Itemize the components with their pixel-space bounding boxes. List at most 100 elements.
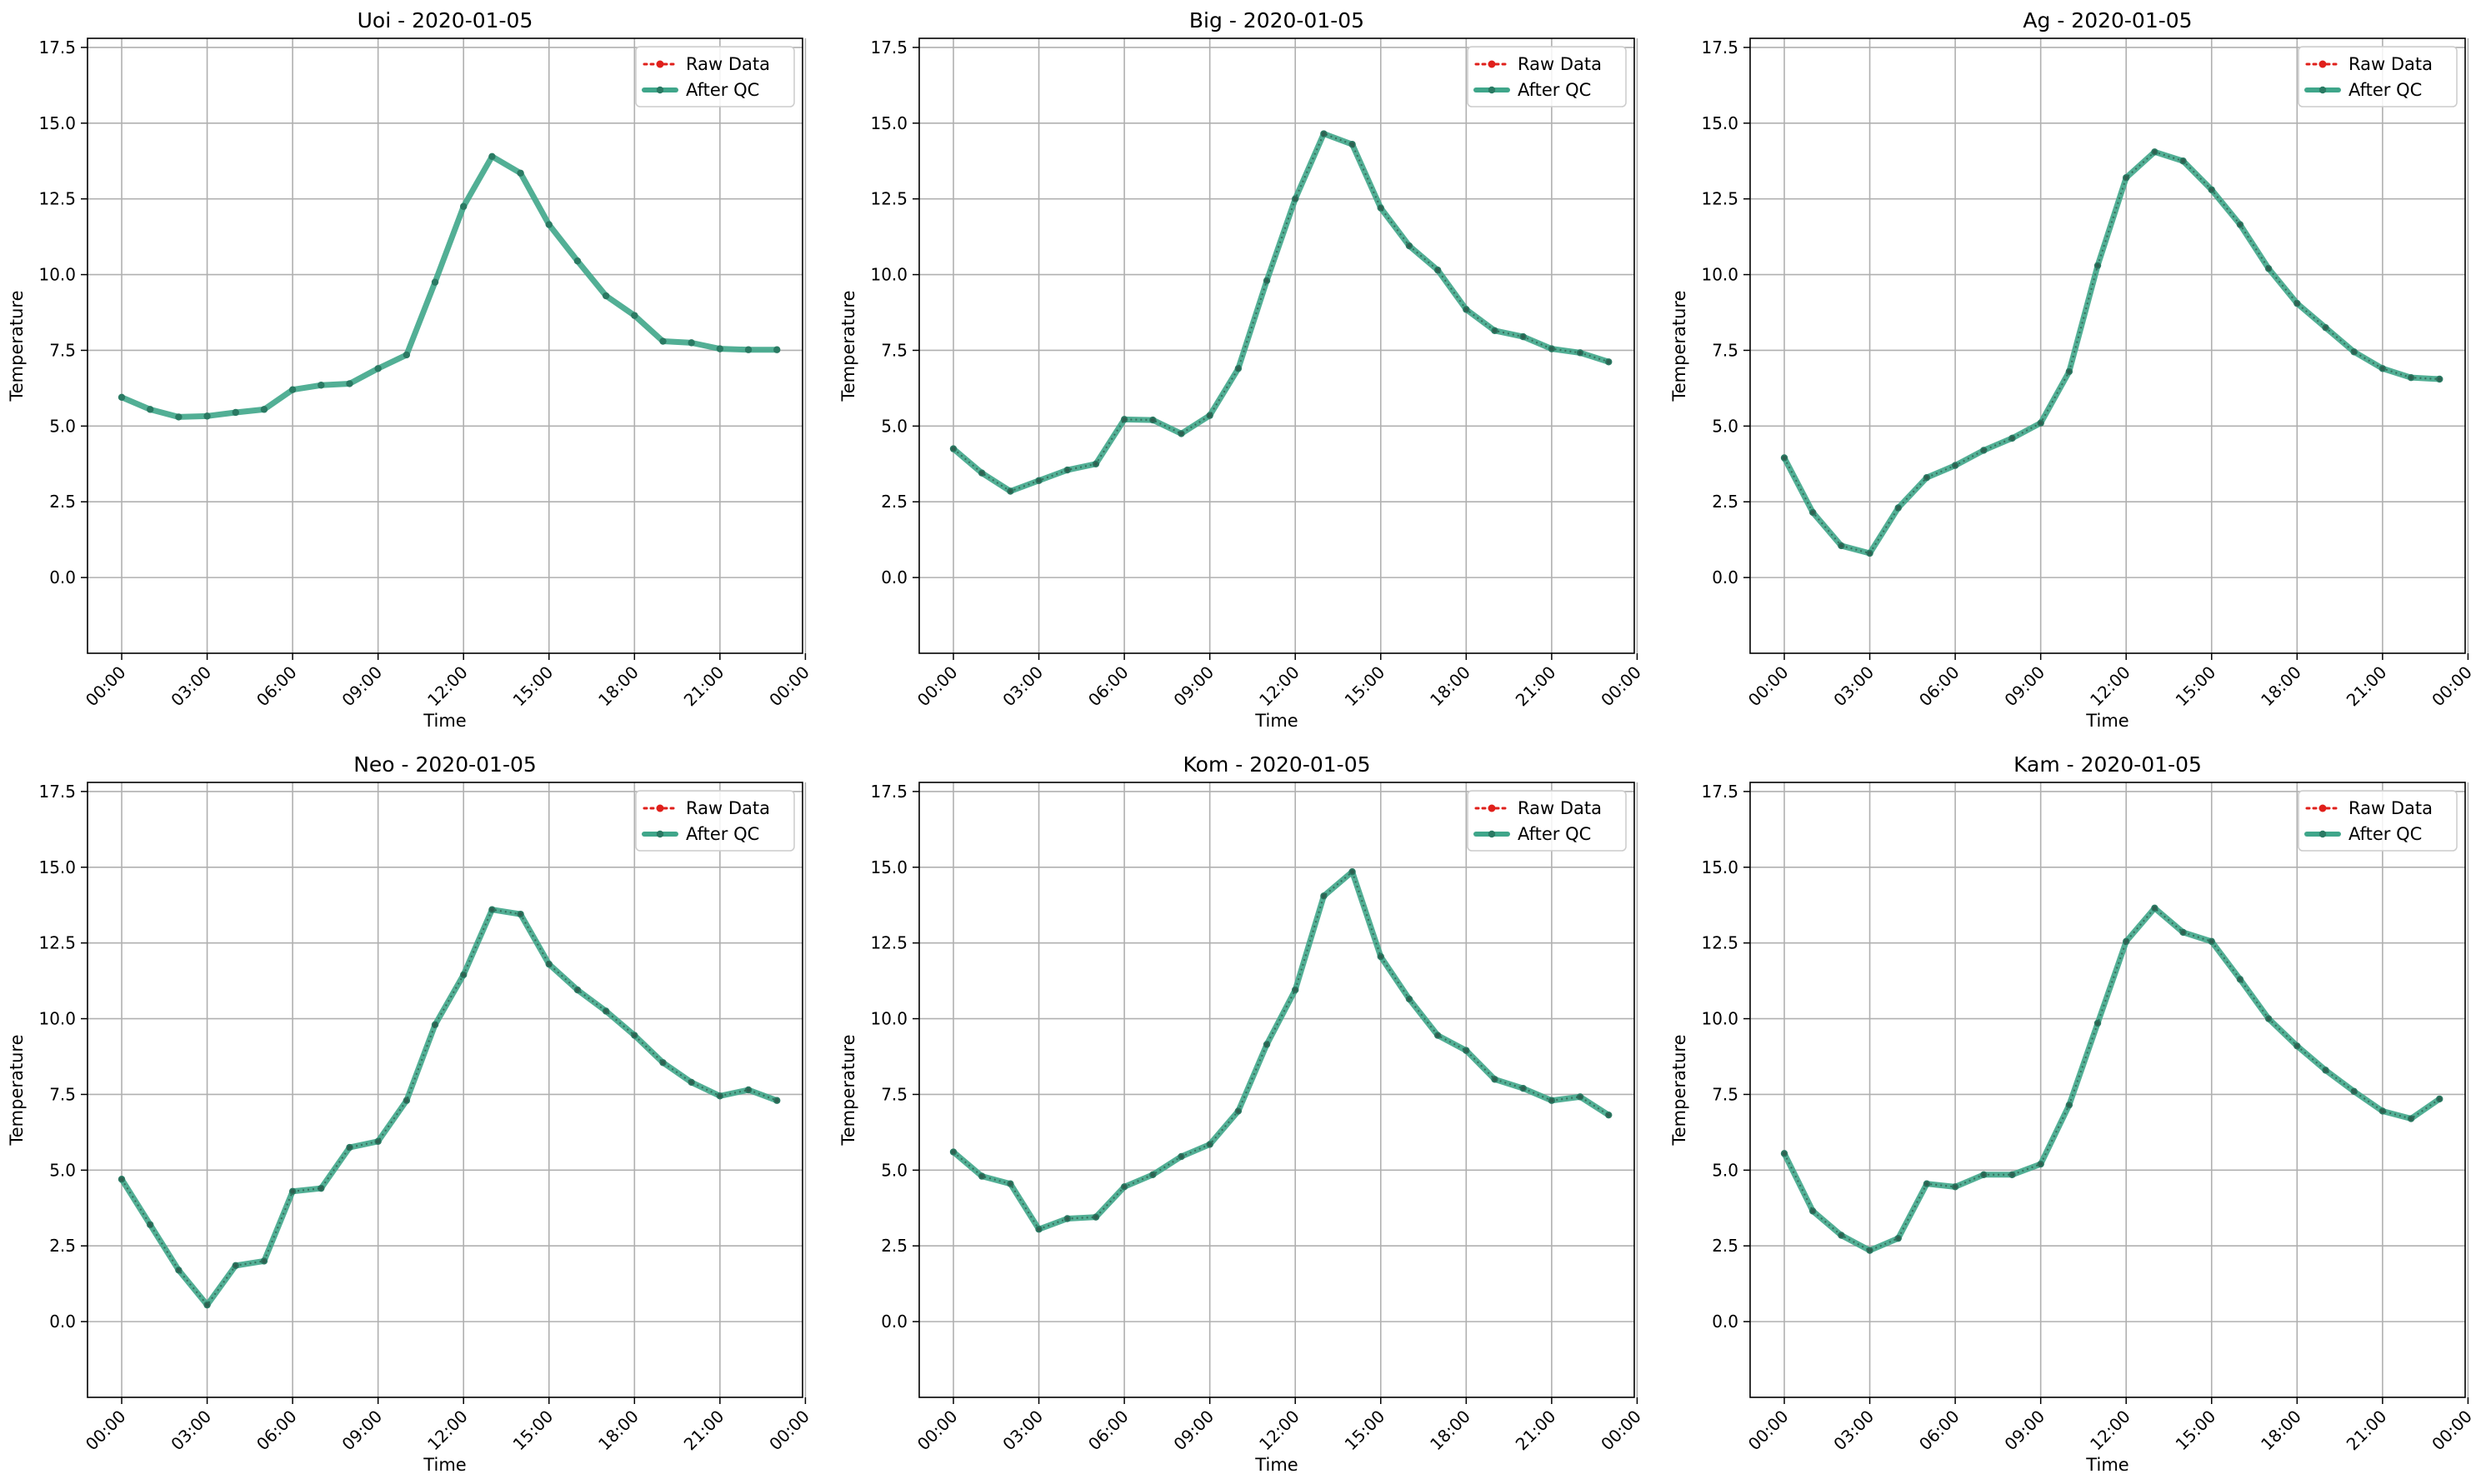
legend-raw-label: Raw Data	[1518, 54, 1602, 74]
raw-data-point	[2437, 377, 2442, 382]
after-qc-line	[1781, 148, 2443, 557]
x-tick-label: 00:00	[82, 1407, 130, 1455]
after-qc-point	[431, 278, 439, 286]
raw-data-point	[1896, 505, 1901, 511]
raw-data-point	[2352, 349, 2357, 354]
after-qc-line	[118, 153, 780, 420]
raw-data-point	[1578, 350, 1583, 355]
y-tick-label: 17.5	[1701, 37, 1738, 57]
y-tick-label: 5.0	[881, 416, 908, 436]
chart-title: Big - 2020-01-05	[1189, 8, 1364, 32]
y-tick-label: 0.0	[881, 567, 908, 587]
x-tick-label: 15:00	[2172, 1407, 2220, 1455]
raw-data-point	[1492, 328, 1498, 333]
axes-frame	[918, 37, 1635, 654]
raw-data-point	[1321, 131, 1327, 137]
legend-raw-label: Raw Data	[686, 54, 770, 74]
y-tick-label: 7.5	[881, 1084, 908, 1104]
after-qc-point	[147, 406, 154, 413]
y-tick-label: 17.5	[870, 37, 908, 57]
legend: Raw Data After QC	[1467, 46, 1627, 107]
raw-data-point	[1378, 205, 1383, 211]
raw-data-point	[1208, 1142, 1213, 1147]
series-after-qc	[118, 906, 781, 1309]
grid	[88, 782, 807, 1397]
x-axis-label: Time	[423, 711, 466, 731]
y-tick-label: 5.0	[49, 1160, 76, 1180]
x-tick-label: 09:00	[2000, 662, 2048, 711]
series-raw-data	[1782, 906, 2442, 1253]
raw-data-point	[1867, 1248, 1873, 1253]
y-tick-label: 2.5	[881, 492, 908, 512]
raw-data-point	[176, 1267, 181, 1272]
x-tick-label: 06:00	[1084, 662, 1133, 711]
y-tick-label: 17.5	[38, 37, 76, 57]
series-raw-data	[951, 131, 1611, 494]
raw-data-point	[2266, 1016, 2271, 1022]
raw-data-point	[1065, 1216, 1070, 1222]
after-qc-point	[488, 152, 496, 160]
y-axis-label: Temperature	[1669, 1034, 1689, 1146]
x-tick-label: 15:00	[509, 662, 558, 711]
after-qc-point	[203, 412, 211, 420]
after-qc-line	[950, 131, 1612, 495]
x-tick-label: 21:00	[2343, 1407, 2391, 1455]
raw-data-line	[953, 870, 1609, 1231]
raw-data-point	[774, 1098, 779, 1103]
y-tick-label: 12.5	[1701, 933, 1738, 953]
raw-data-point	[204, 1302, 210, 1307]
y-tick-label: 2.5	[1712, 1236, 1738, 1256]
x-tick-label: 18:00	[2257, 662, 2305, 711]
raw-data-point	[575, 987, 580, 992]
y-tick-label: 12.5	[38, 189, 76, 209]
raw-data-point	[2352, 1089, 2357, 1094]
raw-data-point	[1293, 987, 1298, 992]
after-qc-point	[318, 382, 325, 389]
raw-data-point	[2323, 325, 2328, 330]
raw-data-point	[2152, 906, 2158, 911]
legend-raw-label: Raw Data	[2348, 54, 2433, 74]
raw-data-point	[2266, 266, 2271, 271]
ticks: 00:00 03:00 06:00 09:00 12:00 15:00 18:00 21:00…	[1701, 782, 2475, 1454]
raw-data-point	[2380, 1108, 2385, 1114]
x-tick-label: 03:00	[167, 662, 215, 711]
y-tick-label: 12.5	[870, 933, 908, 953]
raw-data-point	[1463, 307, 1468, 312]
raw-data-point	[718, 1093, 723, 1098]
x-tick-label: 21:00	[1512, 662, 1560, 711]
raw-data-point	[2437, 1097, 2442, 1102]
x-tick-label: 15:00	[1341, 662, 1389, 711]
raw-data-point	[1378, 954, 1383, 959]
x-tick-label: 09:00	[338, 1407, 386, 1455]
legend-raw-marker	[1488, 804, 1496, 812]
raw-data-point	[1093, 462, 1098, 467]
x-tick-label: 00:00	[765, 662, 813, 711]
series-raw-data	[951, 869, 1611, 1232]
after-qc-point	[659, 337, 667, 345]
x-tick-label: 06:00	[253, 1407, 301, 1455]
after-qc-line	[950, 868, 1612, 1232]
raw-data-point	[1150, 417, 1155, 422]
raw-data-point	[318, 1186, 323, 1191]
raw-data-point	[1264, 1042, 1269, 1047]
legend: Raw Data After QC	[635, 790, 795, 852]
series-after-qc	[118, 152, 781, 421]
raw-data-point	[1549, 1098, 1554, 1103]
x-tick-label: 03:00	[1829, 1407, 1878, 1455]
y-tick-label: 17.5	[870, 782, 908, 802]
x-tick-label: 00:00	[765, 1407, 813, 1455]
raw-data-point	[2380, 366, 2385, 371]
raw-data-point	[489, 907, 495, 912]
x-tick-label: 12:00	[2086, 1407, 2134, 1455]
x-tick-label: 06:00	[1915, 1407, 1963, 1455]
y-tick-label: 5.0	[49, 416, 76, 436]
after-qc-point	[232, 408, 239, 417]
raw-data-point	[1810, 510, 1815, 515]
legend-qc-marker	[656, 830, 664, 838]
y-tick-label: 0.0	[1712, 567, 1738, 587]
y-tick-label: 10.0	[38, 1009, 76, 1029]
raw-data-point	[1208, 413, 1213, 418]
raw-data-point	[1236, 366, 1241, 371]
y-tick-label: 12.5	[38, 933, 76, 953]
subplot-2: 00:00 03:00 06:00 09:00 12:00 15:00 18:00 21:00…	[838, 8, 1645, 731]
